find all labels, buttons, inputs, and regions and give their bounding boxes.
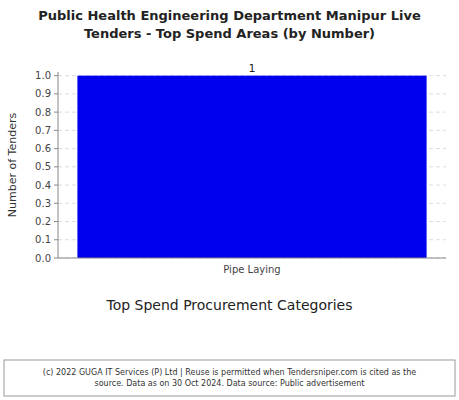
grid	[58, 76, 446, 258]
footer-box	[4, 360, 455, 396]
y-axis-label: Number of Tenders	[6, 113, 19, 218]
y-tick	[54, 130, 58, 131]
x-tick-label: Pipe Laying	[223, 264, 280, 275]
x-axis-label: Top Spend Procurement Categories	[105, 297, 352, 313]
y-tick	[54, 221, 58, 222]
y-tick-label: 0.9	[35, 88, 51, 99]
y-axis: 0.0 0.1 0.2 0.3 0.4 0.5 0.6 0.7 0.8 0.9 1.0	[35, 70, 58, 263]
y-tick-label: 0.7	[35, 125, 51, 136]
grid-line	[58, 258, 446, 259]
y-tick-label: 0.2	[35, 216, 51, 227]
title: Public Health Engineering Department Man…	[38, 8, 421, 41]
bar	[77, 76, 426, 258]
x-axis-line	[58, 258, 446, 259]
data-label: 1	[249, 62, 256, 75]
y-tick	[54, 185, 58, 186]
y-tick	[54, 93, 58, 94]
y-tick-label: 0.0	[35, 253, 51, 264]
data-labels: 1	[249, 62, 256, 75]
y-tick-label: 0.8	[35, 107, 51, 118]
y-tick	[54, 75, 58, 76]
y-tick	[54, 148, 58, 149]
y-tick-label: 0.5	[35, 161, 51, 172]
y-tick-label: 0.1	[35, 234, 51, 245]
chart: Public Health Engineering Department Man…	[0, 0, 459, 400]
y-axis-line	[58, 72, 59, 258]
y-tick	[54, 112, 58, 113]
y-tick-label: 0.6	[35, 143, 51, 154]
footer-text: (c) 2022 GUGA IT Services (P) Ltd | Reus…	[43, 368, 416, 388]
y-tick	[54, 203, 58, 204]
y-tick-label: 1.0	[35, 70, 51, 81]
y-tick-label: 0.4	[35, 180, 51, 191]
y-tick-label: 0.3	[35, 198, 51, 209]
y-tick	[54, 239, 58, 240]
bars	[77, 76, 426, 258]
y-tick	[54, 166, 58, 167]
x-axis: Pipe Laying	[58, 258, 446, 275]
y-tick	[54, 258, 58, 259]
